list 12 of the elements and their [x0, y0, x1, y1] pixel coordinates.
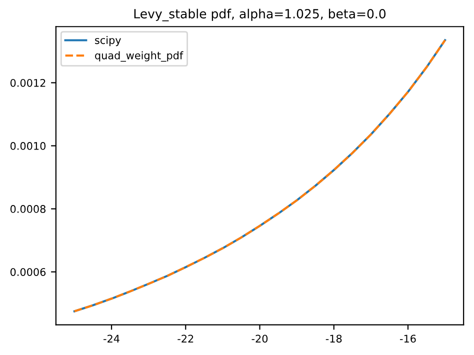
- chart-title: Levy_stable pdf, alpha=1.025, beta=0.0: [134, 8, 386, 22]
- y-tick-label: 0.0010: [10, 142, 46, 150]
- x-tick-label: -24: [104, 334, 120, 342]
- y-tick-label: 0.0006: [10, 268, 46, 276]
- x-tick-label: -16: [400, 334, 416, 343]
- legend-label: scipy: [95, 36, 121, 46]
- y-tick-label: 0.0012: [10, 78, 46, 87]
- x-tick-label: -22: [178, 334, 194, 342]
- y-tick-label: 0.0008: [10, 205, 46, 213]
- x-tick-label: -20: [252, 334, 268, 343]
- legend-label: quad_weight_pdf: [95, 51, 184, 62]
- x-tick-label: -18: [326, 334, 342, 343]
